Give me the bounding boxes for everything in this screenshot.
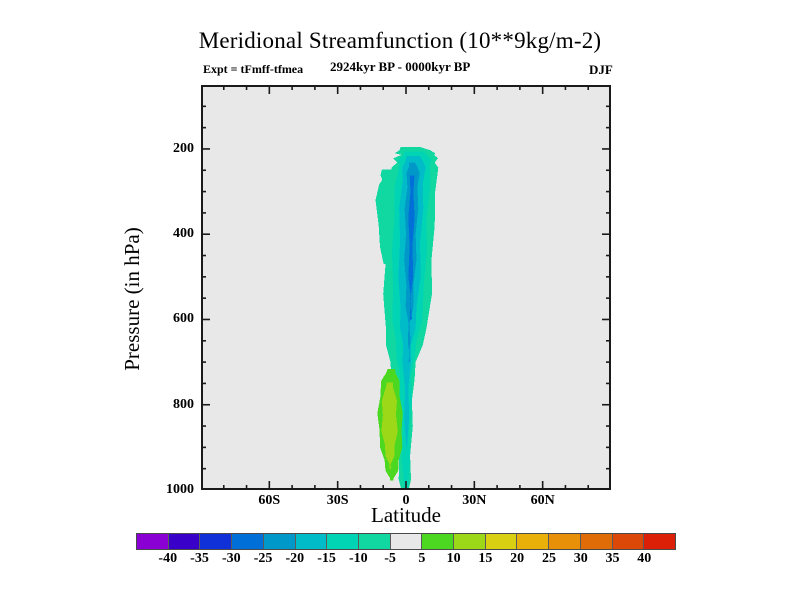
colorbar-tick-label: -5 — [384, 551, 396, 566]
plot-area — [201, 85, 611, 490]
x-tick-label: 60N — [530, 493, 555, 508]
colorbar-tick-label: -20 — [285, 551, 305, 566]
colorbar-cell — [454, 534, 486, 549]
colorbar-tick-label: -40 — [158, 551, 178, 566]
season-label: DJF — [589, 62, 613, 77]
colorbar-cell — [200, 534, 233, 549]
colorbar-cell — [137, 534, 169, 549]
colorbar-cell — [517, 534, 550, 549]
colorbar-cell — [612, 534, 645, 549]
colorbar-cell — [549, 534, 581, 549]
page-title: Meridional Streamfunction (10**9kg/m-2) — [198, 28, 602, 53]
colorbar-tick-labels: -40 -35 -30 -25 -20 -15 -10 -5 5 10 15 20 25 30 35 40 — [136, 551, 676, 571]
contour-field — [201, 85, 611, 490]
colorbar — [136, 533, 676, 550]
y-axis-tick-labels: 200 400 600 800 1000 — [140, 85, 194, 497]
colorbar-tick-label: -15 — [317, 551, 336, 566]
colorbar-cell — [644, 534, 675, 549]
y-tick-label: 800 — [173, 396, 194, 412]
x-tick-label: 30S — [326, 493, 349, 508]
colorbar-tick-label: -30 — [221, 551, 241, 566]
colorbar-cell — [232, 534, 264, 549]
x-tick-label: 30N — [462, 493, 487, 508]
colorbar-tick-label: 20 — [510, 551, 525, 566]
colorbar-cell — [327, 534, 359, 549]
y-tick-label: 600 — [173, 311, 194, 327]
colorbar-tick-label: 30 — [573, 551, 588, 566]
colorbar-tick-label: -10 — [349, 551, 368, 566]
experiment-label: Expt = tFmff-tfmea — [203, 62, 304, 76]
x-tick-label: 60S — [258, 493, 281, 508]
colorbar-tick-label: -35 — [190, 551, 209, 566]
y-tick-label: 1000 — [166, 482, 194, 497]
y-tick-label: 200 — [173, 140, 194, 156]
colorbar-cell — [422, 534, 455, 549]
colorbar-tick-label: 15 — [478, 551, 493, 566]
colorbar-tick-label: 5 — [418, 551, 426, 566]
colorbar-cell — [263, 534, 296, 549]
colorbar-tick-label: -25 — [253, 551, 273, 566]
colorbar-cell — [390, 534, 423, 549]
x-axis-title: Latitude — [371, 503, 441, 527]
colorbar-cell — [295, 534, 328, 549]
colorbar-tick-label: 35 — [605, 551, 620, 566]
colorbar-cell — [358, 534, 391, 549]
y-tick-label: 400 — [173, 226, 194, 242]
x-tick-label: 0 — [402, 493, 410, 508]
x-axis-tick-labels: 60S 30S 0 30N 60N — [201, 493, 611, 515]
colorbar-cell — [168, 534, 201, 549]
colorbar-cell — [485, 534, 518, 549]
colorbar-cells — [136, 533, 676, 550]
colorbar-tick-label: 40 — [637, 551, 652, 566]
colorbar-cell — [580, 534, 613, 549]
colorbar-tick-label: 25 — [541, 551, 556, 566]
period-label: 2924kyr BP - 0000kyr BP — [330, 59, 471, 74]
colorbar-tick-label: 10 — [446, 551, 461, 566]
